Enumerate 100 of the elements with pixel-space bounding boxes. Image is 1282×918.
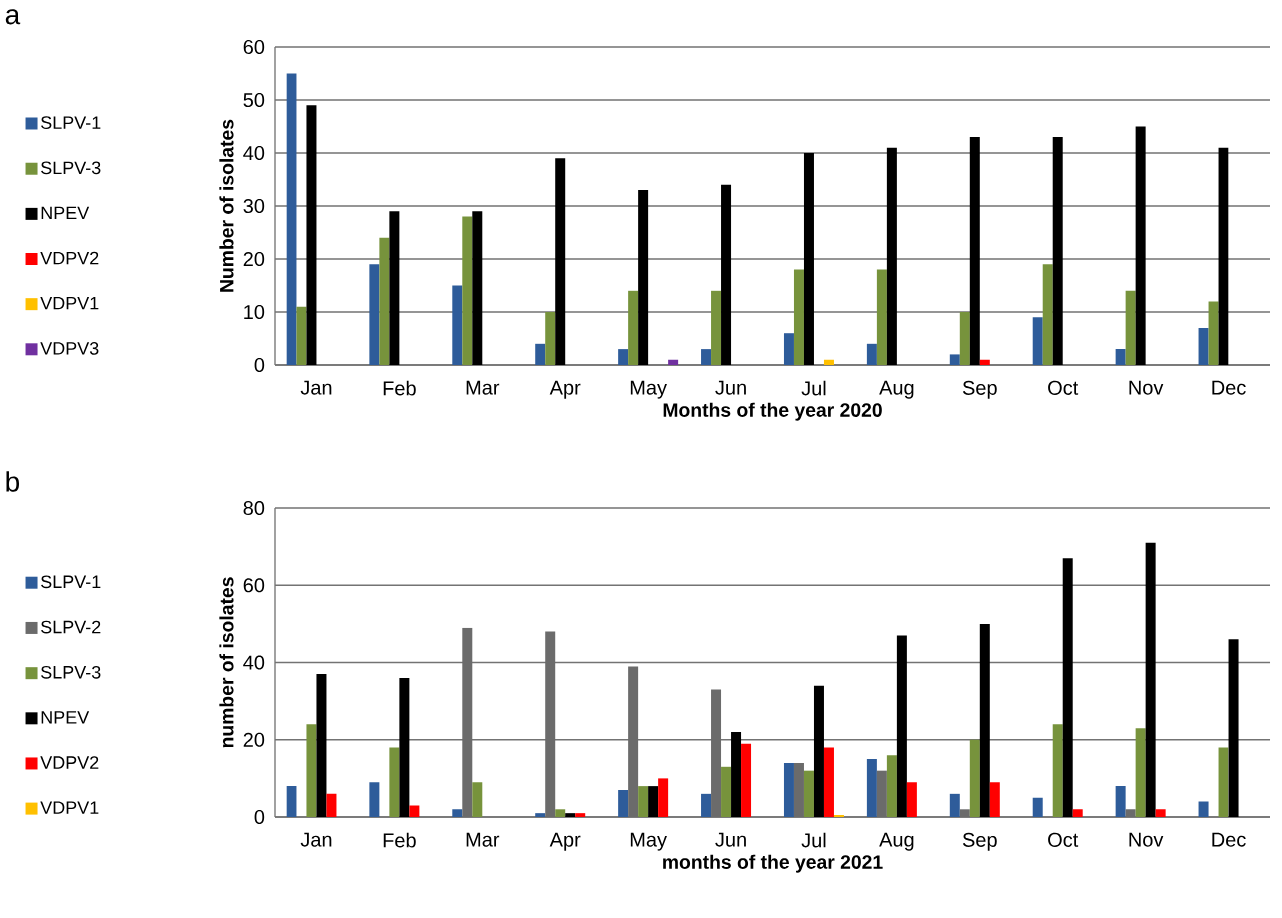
bar: [472, 211, 483, 366]
legend-label: VDPV3: [40, 342, 99, 355]
bar: [472, 782, 483, 818]
bar: [618, 789, 629, 818]
bar: [959, 312, 970, 366]
bar: [286, 786, 297, 818]
bar: [638, 786, 649, 818]
bar: [399, 677, 410, 818]
bar: [989, 782, 1000, 818]
bar: [969, 739, 980, 818]
legend-label: SLPV-3: [41, 665, 101, 679]
bar: [823, 747, 834, 818]
bar: [286, 73, 297, 366]
bar: [668, 359, 679, 366]
bar: [1198, 801, 1209, 818]
x-tick-label: Oct: [1048, 832, 1079, 847]
bar: [1135, 126, 1146, 366]
bar: [1052, 137, 1063, 366]
bar: [369, 782, 380, 818]
bar: [813, 685, 824, 818]
y-tick-label: 50: [243, 92, 265, 108]
x-tick-label: Feb: [383, 380, 416, 396]
x-tick-label: Apr: [549, 832, 581, 851]
x-tick-label: May: [630, 380, 667, 399]
y-tick-label: 40: [243, 145, 265, 161]
legend-label: SLPV-1: [41, 575, 101, 589]
bar: [535, 813, 546, 818]
bar: [949, 793, 960, 818]
legend-label: SLPV-3: [41, 161, 101, 175]
bar: [711, 290, 722, 366]
bar: [793, 269, 804, 366]
x-tick-label: Mar: [466, 832, 500, 847]
x-tick-label: Apr: [549, 380, 581, 399]
bar: [979, 359, 990, 366]
bar: [1135, 728, 1146, 818]
bar: [876, 269, 887, 366]
bar: [731, 732, 742, 818]
bar: [296, 306, 307, 366]
x-tick-label: Dec: [1212, 380, 1246, 395]
bar: [648, 786, 659, 818]
bar: [741, 743, 752, 818]
legend-label: NPEV: [41, 206, 90, 220]
legend-label: SLPV-1: [41, 116, 101, 129]
y-tick-label: 60: [243, 578, 265, 593]
x-tick-label: Mar: [466, 380, 500, 395]
bar: [1208, 301, 1219, 366]
bar: [555, 158, 566, 366]
bar: [701, 793, 712, 818]
legend-label: NPEV: [41, 711, 90, 724]
x-tick-label: Jan: [300, 832, 332, 847]
bar: [783, 762, 794, 818]
x-axis-title: months of the year 2021: [663, 854, 883, 873]
x-tick-label: Feb: [383, 832, 416, 848]
bar: [379, 237, 390, 366]
bar: [1155, 809, 1166, 818]
x-tick-label: Jun: [715, 832, 746, 847]
x-tick-label: Jun: [715, 380, 746, 395]
bar: [628, 290, 639, 366]
x-axis-title: Months of the year 2020: [663, 402, 882, 421]
bar: [823, 359, 834, 366]
bar: [1125, 290, 1136, 366]
bar: [1032, 317, 1043, 366]
bar: [1228, 639, 1239, 818]
bar: [575, 813, 586, 818]
bar: [886, 755, 897, 818]
x-tick-label: Sep: [962, 832, 997, 851]
x-tick-label: Nov: [1129, 380, 1164, 395]
bar: [1052, 724, 1063, 818]
bar: [1072, 809, 1083, 818]
bar: [369, 264, 380, 366]
legend-label: VDPV2: [40, 756, 99, 769]
bar: [452, 809, 463, 818]
bar: [389, 747, 400, 818]
bar: [866, 343, 877, 366]
bar: [389, 211, 400, 366]
y-tick-label: 0: [254, 357, 265, 373]
bar: [1032, 797, 1043, 818]
bar: [316, 674, 327, 818]
bar: [1218, 747, 1229, 818]
bar: [1145, 542, 1156, 818]
x-tick-label: Oct: [1048, 380, 1079, 395]
y-tick-label: 80: [243, 500, 265, 516]
bar: [701, 349, 712, 366]
x-tick-label: Aug: [879, 380, 914, 399]
bar: [886, 147, 897, 366]
legend-label: VDPV2: [40, 251, 99, 265]
y-axis-title: number of isolates: [219, 577, 234, 748]
bar: [1218, 147, 1229, 366]
bar: [658, 778, 669, 818]
bar: [618, 349, 629, 366]
x-tick-label: Jul: [801, 832, 826, 848]
y-tick-label: 0: [254, 809, 265, 825]
bar: [565, 813, 576, 818]
bar: [721, 766, 732, 818]
y-tick-label: 20: [243, 251, 265, 267]
x-tick-label: Jul: [801, 380, 826, 396]
legend-label: VDPV1: [40, 801, 99, 814]
bar: [306, 724, 317, 818]
bar: [949, 354, 960, 366]
y-tick-label: 60: [243, 39, 265, 55]
